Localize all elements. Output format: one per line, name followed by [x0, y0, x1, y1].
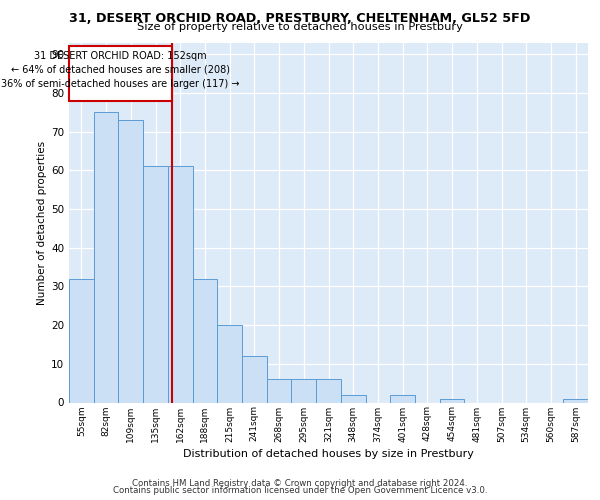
Bar [143, 166, 168, 402]
Y-axis label: Number of detached properties: Number of detached properties [37, 140, 47, 304]
Bar [390, 395, 415, 402]
Bar [94, 112, 118, 403]
Text: ← 64% of detached houses are smaller (208): ← 64% of detached houses are smaller (20… [11, 65, 230, 75]
Bar [316, 380, 341, 402]
Bar [193, 278, 217, 402]
Bar [242, 356, 267, 403]
Bar [69, 278, 94, 402]
X-axis label: Distribution of detached houses by size in Prestbury: Distribution of detached houses by size … [183, 448, 474, 458]
Bar [217, 325, 242, 402]
Bar [118, 120, 143, 403]
Bar [69, 46, 172, 100]
Bar [341, 395, 365, 402]
Text: 31 DESERT ORCHID ROAD: 152sqm: 31 DESERT ORCHID ROAD: 152sqm [34, 51, 207, 61]
Bar [267, 380, 292, 402]
Text: 31, DESERT ORCHID ROAD, PRESTBURY, CHELTENHAM, GL52 5FD: 31, DESERT ORCHID ROAD, PRESTBURY, CHELT… [70, 12, 530, 26]
Bar [563, 398, 588, 402]
Bar [292, 380, 316, 402]
Text: 36% of semi-detached houses are larger (117) →: 36% of semi-detached houses are larger (… [1, 79, 240, 89]
Text: Contains public sector information licensed under the Open Government Licence v3: Contains public sector information licen… [113, 486, 487, 495]
Bar [168, 166, 193, 402]
Text: Size of property relative to detached houses in Prestbury: Size of property relative to detached ho… [137, 22, 463, 32]
Text: Contains HM Land Registry data © Crown copyright and database right 2024.: Contains HM Land Registry data © Crown c… [132, 478, 468, 488]
Bar [440, 398, 464, 402]
